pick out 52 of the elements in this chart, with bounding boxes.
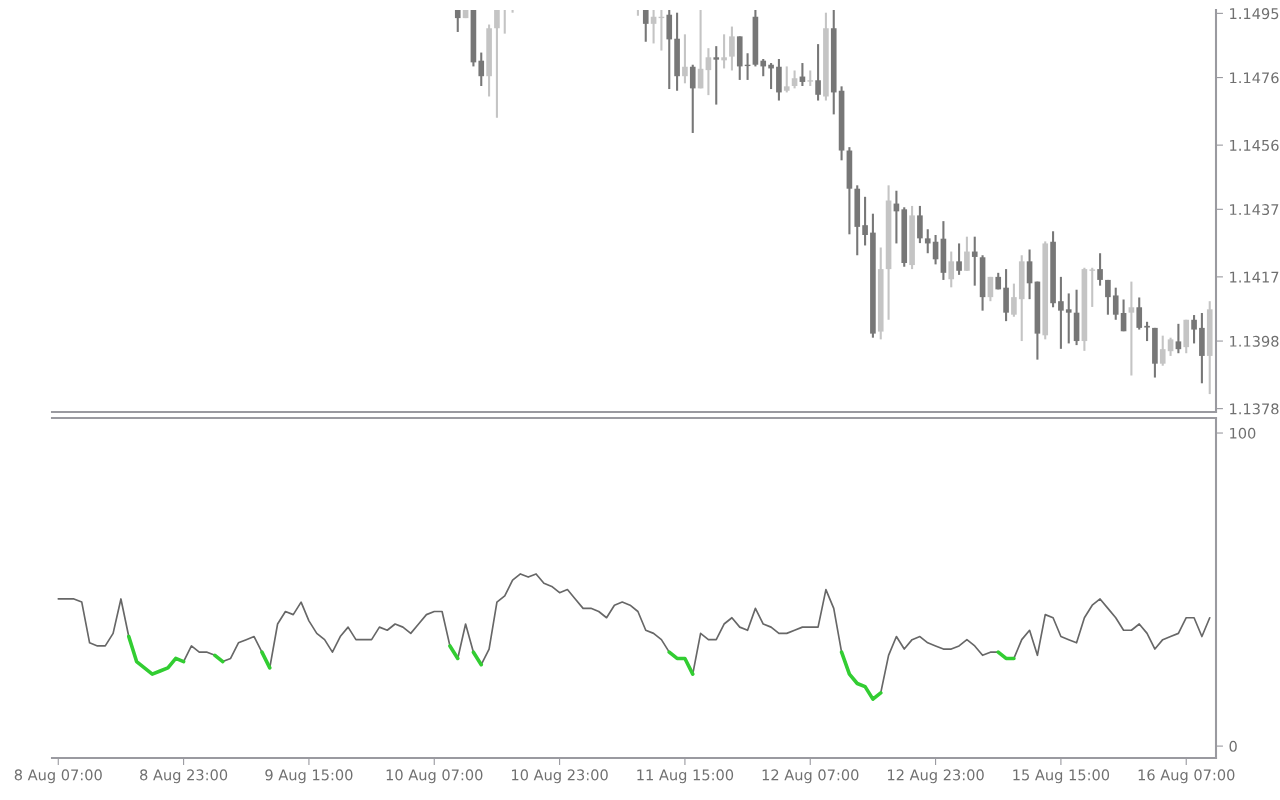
candlestick xyxy=(1058,275,1064,350)
candlestick xyxy=(1105,278,1111,316)
y-tick-label: 1.1378 xyxy=(1230,403,1279,415)
candlestick xyxy=(1167,336,1174,357)
y-tick-label: 100 xyxy=(1230,427,1256,439)
x-tick-label: 10 Aug 07:00 xyxy=(386,769,483,784)
candlestick xyxy=(1175,322,1182,355)
candlestick xyxy=(1159,334,1166,367)
y-tick-label: 1.1417 xyxy=(1230,271,1279,283)
y-tick-label: 1.1456 xyxy=(1230,139,1279,151)
candlestick xyxy=(971,235,978,287)
candlestick xyxy=(1011,282,1017,318)
y-tick-label: 1.1495 xyxy=(1230,8,1279,20)
candlestick xyxy=(924,228,931,255)
candlestick xyxy=(1097,252,1103,287)
x-tick-label: 15 Aug 15:00 xyxy=(1013,769,1110,784)
candlestick xyxy=(1128,280,1135,377)
x-tick-label: 11 Aug 15:00 xyxy=(637,769,734,784)
candlestick xyxy=(783,65,790,94)
candlestick xyxy=(682,33,688,85)
candlestick xyxy=(964,235,970,272)
candlestick xyxy=(948,250,955,289)
x-tick-label: 16 Aug 07:00 xyxy=(1138,769,1235,784)
candlestick xyxy=(815,43,821,102)
candlestick xyxy=(729,25,735,72)
y-tick-label: 1.1476 xyxy=(1230,72,1279,84)
candlestick xyxy=(454,10,461,33)
candlestick xyxy=(494,10,500,119)
candlestick xyxy=(1089,266,1096,308)
x-tick-label: 12 Aug 23:00 xyxy=(888,769,984,784)
candlestick xyxy=(1112,286,1119,321)
y-tick-label: 0 xyxy=(1229,740,1237,752)
x-tick-label: 8 Aug 23:00 xyxy=(140,769,228,784)
candlestick xyxy=(1065,292,1072,345)
candlestick xyxy=(721,33,727,70)
candlestick xyxy=(862,195,868,247)
candlestick xyxy=(1191,314,1197,345)
candlestick xyxy=(713,45,720,106)
candlestick xyxy=(705,47,712,97)
candlestick xyxy=(1144,320,1150,343)
x-tick-label: 10 Aug 23:00 xyxy=(512,769,608,784)
x-tick-label: 12 Aug 07:00 xyxy=(762,769,859,784)
x-tick-label: 8 Aug 07:00 xyxy=(14,769,102,784)
x-tick-label: 9 Aug 15:00 xyxy=(265,769,353,784)
y-tick-label: 1.1437 xyxy=(1230,204,1279,216)
candlestick xyxy=(642,10,649,43)
candlestick xyxy=(478,51,485,88)
candlestick xyxy=(956,242,962,276)
candlestick xyxy=(689,63,696,134)
y-tick-label: 1.1398 xyxy=(1230,335,1279,347)
candlestick xyxy=(1136,296,1143,331)
candlestick xyxy=(917,204,923,245)
